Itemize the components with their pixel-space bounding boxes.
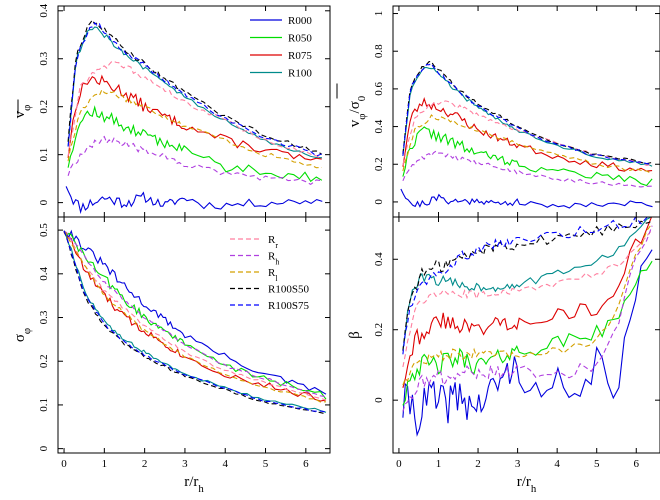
series-line-r100s75 — [402, 62, 653, 165]
y-tick-label: 0.8 — [373, 44, 385, 58]
y-tick-label: 0.3 — [38, 51, 50, 65]
series-line-r000 — [65, 186, 323, 215]
x-tick-label: 6 — [634, 458, 640, 470]
x-tick-label: 2 — [475, 458, 481, 470]
series-line-rr — [67, 60, 323, 160]
legend-label: R050 — [288, 33, 312, 45]
x-tick-label: 3 — [515, 458, 521, 470]
y-axis-label: β — [347, 331, 363, 339]
series-line-rl — [402, 223, 653, 386]
series-line-r075 — [67, 74, 322, 161]
series-line-rh — [63, 230, 327, 398]
series-line-r100s50 — [67, 19, 323, 155]
series-line-r100s75 — [63, 230, 327, 413]
series-line-r100 — [402, 66, 653, 167]
series-group — [402, 217, 653, 437]
series-group — [400, 60, 653, 209]
y-tick-label: 0.5 — [38, 223, 50, 237]
series-line-rr — [63, 230, 327, 401]
series-line-r050 — [63, 231, 327, 400]
panel-sigma_phi: 0 1 2 3 4 5 600.10.20.30.40.5σφr/rhRrRhRlR100S… — [12, 216, 331, 495]
series-line-r050 — [402, 260, 653, 406]
series-line-r075 — [402, 97, 653, 172]
series-line-r000 — [402, 249, 653, 437]
legend-label: R100S50 — [268, 284, 309, 296]
series-line-r075 — [402, 217, 653, 388]
legend-label: R100S75 — [268, 300, 309, 312]
y-tick-label: 0.2 — [373, 323, 385, 337]
y-tick-label: 0.1 — [38, 148, 50, 162]
panel-frame — [392, 216, 660, 454]
panel-frame — [57, 216, 331, 454]
series-line-r100s50 — [402, 60, 653, 165]
y-axis-label: vφ — [12, 105, 33, 119]
series-line-r050 — [402, 126, 653, 187]
y-tick-label: 0.4 — [373, 119, 385, 133]
x-tick-label: 0 — [396, 458, 402, 470]
series-group — [63, 229, 327, 415]
series-line-r100 — [63, 230, 327, 413]
x-tick-label: 5 — [263, 458, 269, 470]
series-line-rh — [402, 150, 653, 188]
series-line-rr — [402, 229, 653, 368]
y-axis-label: σφ — [12, 328, 33, 342]
x-tick-label: 6 — [303, 458, 309, 470]
series-line-r000 — [63, 229, 327, 395]
legend-label: R100 — [288, 68, 312, 80]
y-axis-label: vφ/σ0 — [347, 96, 368, 127]
series-line-r100s75 — [67, 21, 323, 157]
y-tick-label: 0.2 — [38, 354, 50, 368]
y-tick-label: 0.6 — [373, 82, 385, 96]
legend-label: R000 — [288, 15, 312, 27]
legend-label: Rh — [268, 251, 279, 267]
y-tick-label: 0.1 — [38, 398, 50, 412]
x-tick-label: 1 — [436, 458, 442, 470]
y-tick-label: 0.4 — [38, 266, 50, 280]
x-axis-label: r/rh — [184, 474, 204, 495]
series-line-r100s50 — [402, 220, 653, 351]
panel-v_phi: 0 0.1 0.2 0.3 0.4 vφ R000 R050 R075 R100 — [12, 3, 331, 218]
x-tick-label: 3 — [182, 458, 188, 470]
series-line-rh — [67, 135, 322, 186]
legend-label: Rr — [268, 234, 278, 250]
x-tick-label: 2 — [142, 458, 148, 470]
y-tick-label: 0.4 — [38, 3, 50, 17]
y-tick-label: 0 — [38, 199, 50, 205]
x-tick-label: 4 — [222, 458, 228, 470]
legend-label: Rl — [268, 267, 278, 283]
y-tick-label: 0.2 — [373, 157, 385, 171]
series-group — [65, 19, 323, 215]
series-line-r100s50 — [63, 230, 327, 415]
panel-frame — [392, 5, 660, 218]
series-line-rr — [402, 100, 653, 166]
y-tick-label: 0.3 — [38, 310, 50, 324]
y-tick-label: 1 — [373, 11, 385, 16]
x-axis-label: r/rh — [517, 474, 537, 495]
x-tick-label: 0 — [61, 458, 67, 470]
y-tick-label: 0 — [38, 445, 50, 451]
panel-v_over_sigma: 0 0.2 0.4 0.6 0.8 1 vφ/σ0 — [336, 5, 660, 218]
series-line-rl — [67, 88, 322, 169]
series-line-r050 — [67, 105, 323, 183]
series-line-r075 — [63, 231, 327, 402]
y-tick-label: 0.2 — [38, 100, 50, 114]
panel-beta: 0 1 2 3 4 5 6 0 0.2 0.4 β r/rh — [347, 216, 660, 495]
series-line-rl — [402, 114, 653, 175]
series-line-r100 — [402, 217, 653, 350]
legend-solid: R000 R050 R075 R100 — [250, 15, 312, 80]
series-line-rl — [63, 230, 327, 403]
y-tick-label: 0 — [373, 397, 385, 403]
x-tick-label: 5 — [594, 458, 600, 470]
y-tick-label: 0 — [373, 199, 385, 205]
series-line-r100s75 — [402, 217, 649, 355]
x-tick-label: 4 — [554, 458, 560, 470]
x-tick-label: 1 — [102, 458, 108, 470]
series-line-rh — [402, 225, 653, 412]
y-tick-label: 0.4 — [373, 252, 385, 266]
series-line-r000 — [400, 188, 653, 209]
legend-label: R075 — [288, 50, 312, 62]
series-line-r100 — [67, 26, 322, 159]
